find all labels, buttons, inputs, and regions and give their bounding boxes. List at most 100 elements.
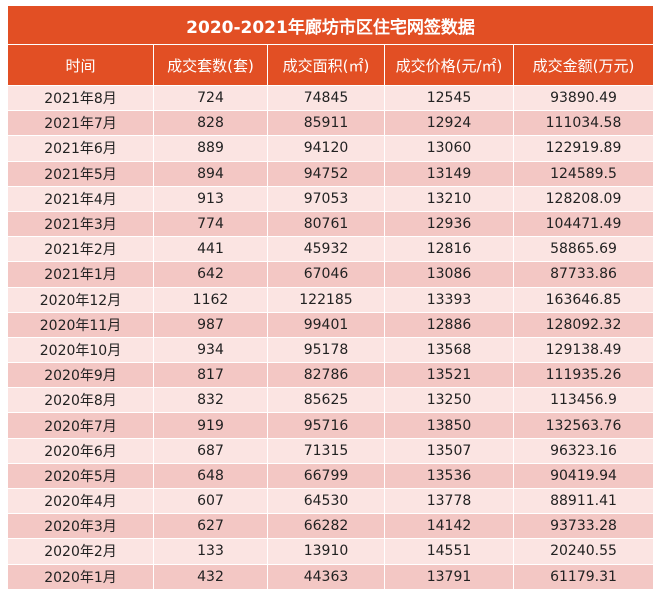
cell-amount: 111034.58 (513, 110, 654, 137)
cell-price: 13507 (384, 437, 514, 464)
cell-area: 122185 (267, 286, 385, 313)
table-row: 2020年8月 832 85625 13250 113456.9 (7, 387, 654, 414)
table-row: 2020年5月 648 66799 13536 90419.94 (7, 462, 654, 490)
cell-units: 987 (153, 311, 268, 338)
cell-amount: 111935.26 (513, 362, 654, 389)
table-row: 2021年8月 724 74845 12545 93890.49 (7, 84, 654, 112)
cell-price: 12816 (384, 236, 514, 263)
table-row: 2020年12月 1162 122185 13393 163646.85 (7, 286, 654, 313)
cell-price: 13086 (384, 261, 514, 288)
cell-price: 13250 (384, 387, 514, 414)
cell-price: 13778 (384, 487, 514, 515)
cell-amount: 88911.41 (513, 487, 654, 515)
cell-area: 85625 (267, 387, 385, 414)
header-amount: 成交金额(万元) (513, 44, 654, 86)
cell-units: 817 (153, 362, 268, 389)
cell-area: 95178 (267, 336, 385, 364)
cell-price: 14142 (384, 513, 514, 540)
table-row: 2021年2月 441 45932 12816 58865.69 (7, 236, 654, 263)
cell-time: 2021年8月 (7, 84, 154, 112)
cell-units: 687 (153, 437, 268, 464)
cell-amount: 20240.55 (513, 538, 654, 565)
cell-time: 2021年4月 (7, 185, 154, 212)
cell-units: 828 (153, 110, 268, 137)
cell-amount: 128208.09 (513, 185, 654, 212)
cell-time: 2020年12月 (7, 286, 154, 313)
cell-price: 13393 (384, 286, 514, 313)
cell-amount: 96323.16 (513, 437, 654, 464)
table-row: 2020年6月 687 71315 13507 96323.16 (7, 437, 654, 464)
cell-area: 45932 (267, 236, 385, 263)
table-row: 2020年11月 987 99401 12886 128092.32 (7, 311, 654, 338)
cell-price: 12886 (384, 311, 514, 338)
cell-units: 432 (153, 563, 268, 590)
cell-amount: 93733.28 (513, 513, 654, 540)
cell-area: 94120 (267, 135, 385, 162)
header-time: 时间 (7, 44, 154, 86)
cell-price: 13210 (384, 185, 514, 212)
cell-units: 1162 (153, 286, 268, 313)
header-area: 成交面积(㎡) (267, 44, 385, 86)
cell-time: 2021年7月 (7, 110, 154, 137)
cell-amount: 163646.85 (513, 286, 654, 313)
cell-time: 2020年5月 (7, 462, 154, 490)
cell-amount: 93890.49 (513, 84, 654, 112)
cell-time: 2021年6月 (7, 135, 154, 162)
cell-units: 934 (153, 336, 268, 364)
cell-units: 832 (153, 387, 268, 414)
cell-area: 82786 (267, 362, 385, 389)
cell-units: 774 (153, 210, 268, 238)
cell-time: 2020年6月 (7, 437, 154, 464)
cell-price: 13791 (384, 563, 514, 590)
cell-price: 12545 (384, 84, 514, 112)
table-row: 2021年4月 913 97053 13210 128208.09 (7, 185, 654, 212)
cell-time: 2021年1月 (7, 261, 154, 288)
cell-amount: 104471.49 (513, 210, 654, 238)
cell-price: 13149 (384, 160, 514, 187)
cell-area: 80761 (267, 210, 385, 238)
cell-area: 95716 (267, 412, 385, 439)
cell-price: 12924 (384, 110, 514, 137)
table-row: 2020年3月 627 66282 14142 93733.28 (7, 513, 654, 540)
cell-amount: 124589.5 (513, 160, 654, 187)
cell-area: 74845 (267, 84, 385, 112)
cell-area: 44363 (267, 563, 385, 590)
cell-time: 2020年3月 (7, 513, 154, 540)
cell-time: 2021年3月 (7, 210, 154, 238)
table-row: 2020年9月 817 82786 13521 111935.26 (7, 362, 654, 389)
cell-units: 889 (153, 135, 268, 162)
cell-area: 66282 (267, 513, 385, 540)
cell-area: 99401 (267, 311, 385, 338)
cell-amount: 90419.94 (513, 462, 654, 490)
cell-price: 13521 (384, 362, 514, 389)
cell-time: 2020年10月 (7, 336, 154, 364)
cell-time: 2020年2月 (7, 538, 154, 565)
cell-amount: 113456.9 (513, 387, 654, 414)
cell-amount: 61179.31 (513, 563, 654, 590)
cell-price: 13568 (384, 336, 514, 364)
cell-time: 2020年1月 (7, 563, 154, 590)
cell-amount: 87733.86 (513, 261, 654, 288)
cell-price: 13060 (384, 135, 514, 162)
cell-units: 648 (153, 462, 268, 490)
table-title: 2020-2021年廊坊市区住宅网签数据 (7, 5, 654, 45)
table-row: 2021年3月 774 80761 12936 104471.49 (7, 210, 654, 238)
cell-time: 2020年4月 (7, 487, 154, 515)
table-row: 2021年5月 894 94752 13149 124589.5 (7, 160, 654, 187)
cell-area: 85911 (267, 110, 385, 137)
cell-units: 894 (153, 160, 268, 187)
header-units: 成交套数(套) (153, 44, 268, 86)
cell-area: 64530 (267, 487, 385, 515)
cell-area: 94752 (267, 160, 385, 187)
table-row: 2021年7月 828 85911 12924 111034.58 (7, 110, 654, 137)
cell-time: 2020年9月 (7, 362, 154, 389)
cell-time: 2020年11月 (7, 311, 154, 338)
cell-area: 13910 (267, 538, 385, 565)
cell-price: 12936 (384, 210, 514, 238)
cell-units: 133 (153, 538, 268, 565)
cell-amount: 129138.49 (513, 336, 654, 364)
cell-amount: 122919.89 (513, 135, 654, 162)
table-row: 2021年1月 642 67046 13086 87733.86 (7, 261, 654, 288)
cell-area: 71315 (267, 437, 385, 464)
table-row: 2020年2月 133 13910 14551 20240.55 (7, 538, 654, 565)
